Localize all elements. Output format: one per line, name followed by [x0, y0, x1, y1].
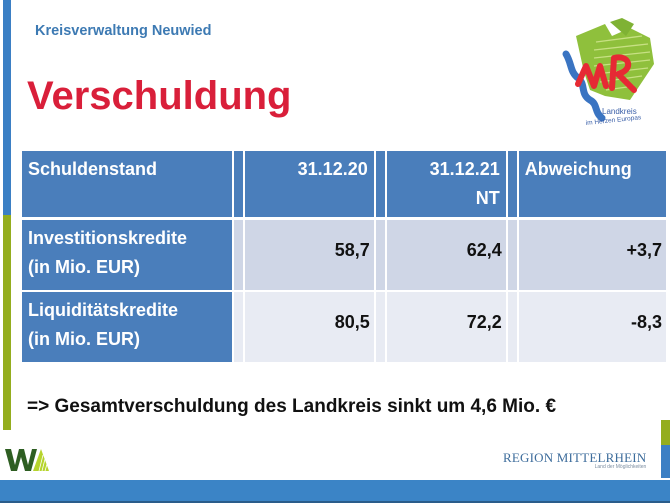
- table-row: Investitionskredite (in Mio. EUR) 58,7 6…: [22, 217, 666, 290]
- deviation-text: -8,3: [630, 312, 662, 332]
- logo-tagline-2: im Herzen Europas: [585, 114, 642, 127]
- value-2021-text: 72,2: [466, 312, 502, 332]
- organization-title: Kreisverwaltung Neuwied: [35, 23, 212, 39]
- header-2021-text: 31.12.21 NT: [387, 151, 506, 217]
- row-label-text: Liquiditätskredite (in Mio. EUR): [22, 292, 232, 358]
- row-label-line2: (in Mio. EUR): [28, 257, 140, 277]
- spacer-cell: [233, 151, 243, 217]
- left-accent-stripe-blue: [3, 0, 11, 215]
- left-accent-stripe-green: [3, 215, 11, 430]
- region-logo-name: REGION MITTELRHEIN: [503, 450, 647, 465]
- spacer-cell: [233, 217, 243, 290]
- header-abweichung: Abweichung: [518, 151, 666, 217]
- value-2020: 58,7: [244, 217, 374, 290]
- value-2021: 72,2: [386, 290, 506, 362]
- spacer-cell: [233, 290, 243, 362]
- header-2020-text: 31.12.20: [297, 159, 368, 179]
- nr-landkreis-logo-icon: Landkreis im Herzen Europas: [562, 18, 654, 127]
- deviation: +3,7: [518, 217, 666, 290]
- region-mittelrhein-logo: REGION MITTELRHEIN Land der Möglichkeite…: [503, 450, 646, 470]
- footer-band: [0, 480, 670, 501]
- spacer-cell: [507, 290, 517, 362]
- river-shape: [562, 50, 606, 122]
- header-abweichung-text: Abweichung: [524, 159, 632, 179]
- value-2020-text: 58,7: [334, 240, 370, 260]
- row-label: Liquiditätskredite (in Mio. EUR): [22, 290, 232, 362]
- value-2020-text: 80,5: [334, 312, 370, 332]
- slide-title: Verschuldung: [27, 74, 292, 118]
- right-accent-stripe-blue: [661, 445, 670, 478]
- spacer-cell: [375, 217, 385, 290]
- spacer-cell: [507, 151, 517, 217]
- header-schuldenstand-text: Schuldenstand: [28, 159, 158, 179]
- value-2021: 62,4: [386, 217, 506, 290]
- table-row: Liquiditätskredite (in Mio. EUR) 80,5 72…: [22, 290, 666, 362]
- deviation-text: +3,7: [626, 240, 662, 260]
- wa-logo-icon: [5, 449, 49, 472]
- row-label: Investitionskredite (in Mio. EUR): [22, 217, 232, 290]
- right-accent-stripe-green: [661, 420, 670, 445]
- header-2021-date: 31.12.21: [429, 159, 500, 179]
- deviation: -8,3: [518, 290, 666, 362]
- nr-letters: [575, 54, 637, 93]
- header-2021-subtitle: NT: [475, 188, 500, 208]
- header-schuldenstand: Schuldenstand: [22, 151, 232, 217]
- spacer-cell: [375, 290, 385, 362]
- logo-tagline-1: Landkreis: [602, 107, 637, 116]
- row-label-line1: Liquiditätskredite: [28, 300, 179, 320]
- header-2020: 31.12.20: [244, 151, 374, 217]
- row-label-line1: Investitionskredite: [28, 228, 188, 248]
- header-2021: 31.12.21 NT: [386, 151, 506, 217]
- footer-line: [0, 501, 670, 503]
- spacer-cell: [507, 217, 517, 290]
- row-label-line2: (in Mio. EUR): [28, 329, 140, 349]
- value-2020: 80,5: [244, 290, 374, 362]
- row-label-text: Investitionskredite (in Mio. EUR): [22, 220, 232, 286]
- debt-table: Schuldenstand 31.12.20 31.12.21 NT Abwei…: [20, 151, 668, 362]
- value-2021-text: 62,4: [466, 240, 502, 260]
- summary-statement: => Gesamtverschuldung des Landkreis sink…: [27, 396, 557, 417]
- table-header-row: Schuldenstand 31.12.20 31.12.21 NT Abwei…: [22, 151, 666, 217]
- spacer-cell: [375, 151, 385, 217]
- region-logo-tagline: Land der Möglichkeiten: [594, 464, 647, 470]
